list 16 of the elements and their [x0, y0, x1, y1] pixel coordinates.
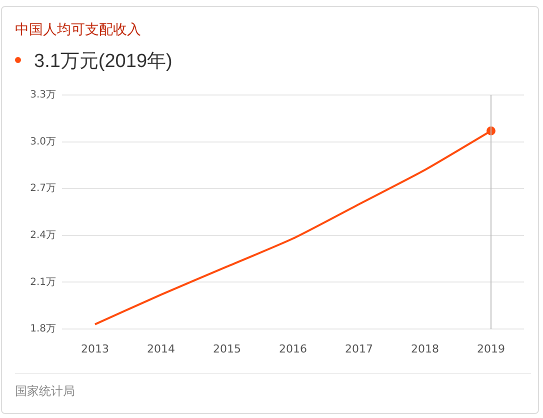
- y-tick-label: 2.4万: [30, 230, 56, 241]
- text: 国家统计局: [15, 383, 75, 400]
- x-tick-label: 2017: [345, 342, 373, 356]
- x-tick-label: 2014: [147, 342, 175, 356]
- y-tick-label: 2.7万: [30, 183, 56, 194]
- x-tick-label: 2018: [411, 342, 439, 356]
- x-tick-label: 2019: [477, 342, 505, 356]
- y-tick-label: 1.8万: [30, 324, 56, 335]
- y-tick-label: 3.3万: [30, 90, 56, 101]
- y-tick-label: 3.0万: [30, 136, 56, 148]
- x-tick-label: 2015: [213, 342, 241, 356]
- chart-title: 中国人均可支配收入: [15, 21, 141, 39]
- y-tick-label: 2.1万: [30, 276, 56, 288]
- x-tick-label: 2016: [279, 342, 307, 356]
- chart-subtitle: 3.1万元(2019年): [34, 50, 172, 74]
- x-tick-label: 2013: [81, 342, 109, 356]
